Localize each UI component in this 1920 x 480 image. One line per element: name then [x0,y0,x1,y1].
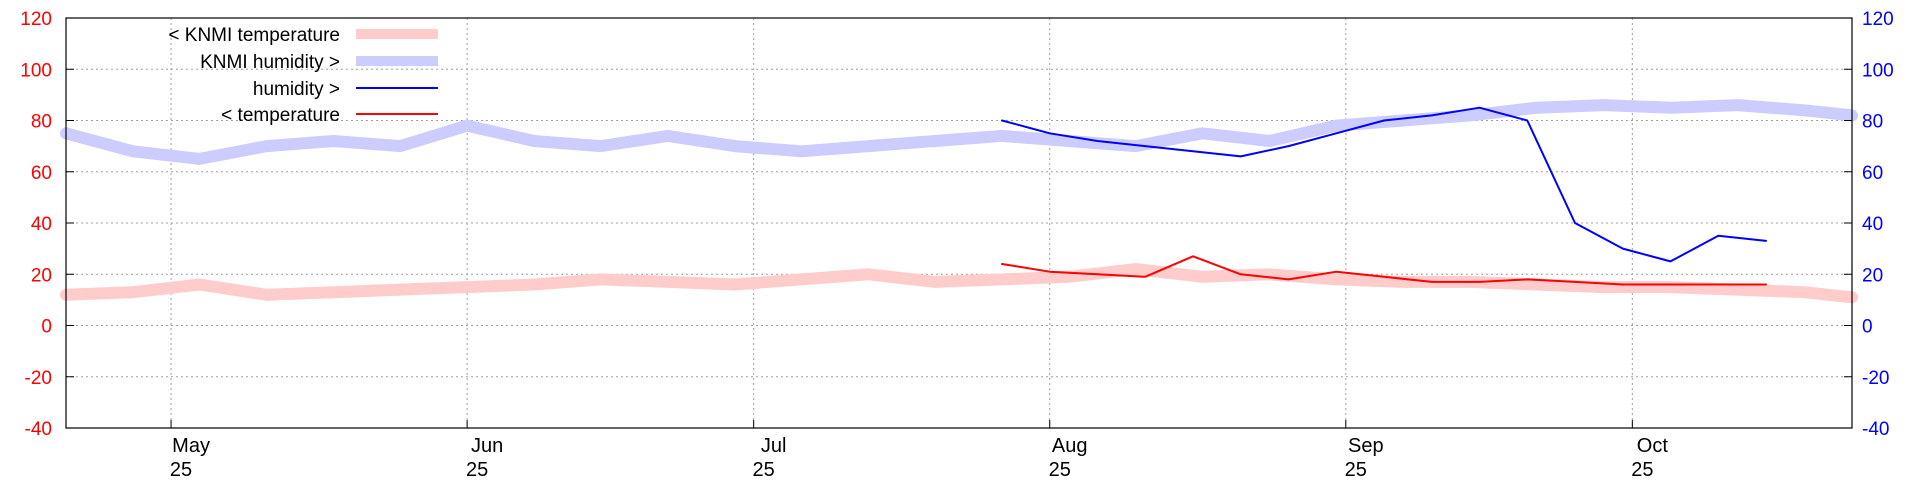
legend-label-2: KNMI humidity > [200,52,340,73]
x-tick-label-month: May [172,435,210,457]
y-right-tick-label: 80 [1862,112,1883,133]
y-left-tick-label: -40 [25,419,52,440]
x-tick-label-month: Oct [1637,435,1669,457]
legend-label-3: humidity > [253,79,340,100]
x-tick-label-day: 25 [1345,459,1367,480]
y-left-tick-label: 0 [41,317,52,338]
x-tick-label-month: Jul [761,435,787,457]
legend: < KNMI temperature KNMI humidity > humidit… [168,25,438,126]
y-left-tick-label: 40 [31,214,52,235]
y-axis-right: 120 100 80 60 40 20 0 -20 -40 [1844,9,1894,440]
legend-label-4: < temperature [221,105,340,126]
series-line-3 [1001,106,1767,263]
y-axis-left: 120 100 80 60 40 20 0 -20 -40 [20,9,74,440]
y-right-tick-label: -20 [1862,368,1889,389]
x-tick-label-month: Sep [1348,435,1384,457]
y-right-tick-label: 20 [1862,265,1883,286]
legend-label-1: < KNMI temperature [168,25,340,46]
y-left-tick-label: 60 [31,163,52,184]
series-line-1 [60,263,1858,304]
x-tick-label-month: Aug [1052,435,1088,457]
y-right-tick-label: 60 [1862,163,1883,184]
y-left-tick-label: 100 [20,60,52,81]
y-right-tick-label: 100 [1862,60,1894,81]
x-tick-label-day: 25 [1049,459,1071,480]
y-left-tick-label: 20 [31,265,52,286]
y-right-tick-label: 0 [1862,317,1873,338]
y-right-tick-label: 120 [1862,9,1894,30]
x-tick-label-day: 25 [466,459,488,480]
x-tick-label-day: 25 [753,459,775,480]
x-tick-label-month: Jun [471,435,503,457]
y-left-tick-label: 80 [31,112,52,133]
y-left-tick-label: -20 [25,368,52,389]
x-tick-label-day: 25 [170,459,192,480]
y-right-tick-label: -40 [1862,419,1889,440]
x-tick-label-day: 25 [1631,459,1653,480]
series-layer [60,99,1858,304]
series-line-2 [60,99,1858,165]
y-left-tick-label: 120 [20,9,52,30]
grid [66,17,1852,429]
series-line-4 [1001,255,1767,286]
y-right-tick-label: 40 [1862,214,1883,235]
